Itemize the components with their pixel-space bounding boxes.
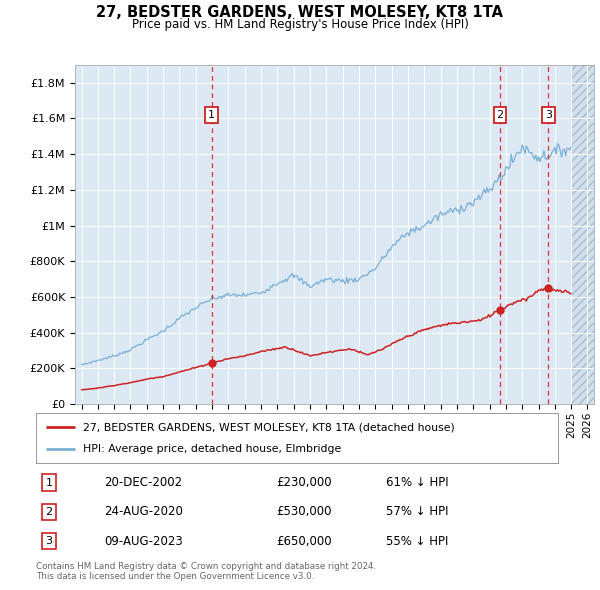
Text: 3: 3 (46, 536, 53, 546)
Bar (571, 65, 594, 404)
Text: 55% ↓ HPI: 55% ↓ HPI (386, 535, 448, 548)
Text: 61% ↓ HPI: 61% ↓ HPI (386, 476, 448, 489)
Text: Contains HM Land Registry data © Crown copyright and database right 2024.
This d: Contains HM Land Registry data © Crown c… (36, 562, 376, 581)
Text: 2: 2 (497, 110, 504, 120)
Text: 1: 1 (46, 477, 53, 487)
Text: £230,000: £230,000 (276, 476, 332, 489)
Text: 2: 2 (46, 507, 53, 517)
Text: 20-DEC-2002: 20-DEC-2002 (104, 476, 182, 489)
Text: HPI: Average price, detached house, Elmbridge: HPI: Average price, detached house, Elmb… (83, 444, 341, 454)
Text: 3: 3 (545, 110, 552, 120)
Text: 24-AUG-2020: 24-AUG-2020 (104, 505, 183, 519)
Text: 09-AUG-2023: 09-AUG-2023 (104, 535, 182, 548)
Text: 57% ↓ HPI: 57% ↓ HPI (386, 505, 448, 519)
Text: Price paid vs. HM Land Registry's House Price Index (HPI): Price paid vs. HM Land Registry's House … (131, 18, 469, 31)
Text: 27, BEDSTER GARDENS, WEST MOLESEY, KT8 1TA: 27, BEDSTER GARDENS, WEST MOLESEY, KT8 1… (97, 5, 503, 19)
Text: 1: 1 (208, 110, 215, 120)
Text: £650,000: £650,000 (276, 535, 332, 548)
Bar (571, 65, 594, 404)
Text: 27, BEDSTER GARDENS, WEST MOLESEY, KT8 1TA (detached house): 27, BEDSTER GARDENS, WEST MOLESEY, KT8 1… (83, 422, 455, 432)
Text: £530,000: £530,000 (276, 505, 332, 519)
